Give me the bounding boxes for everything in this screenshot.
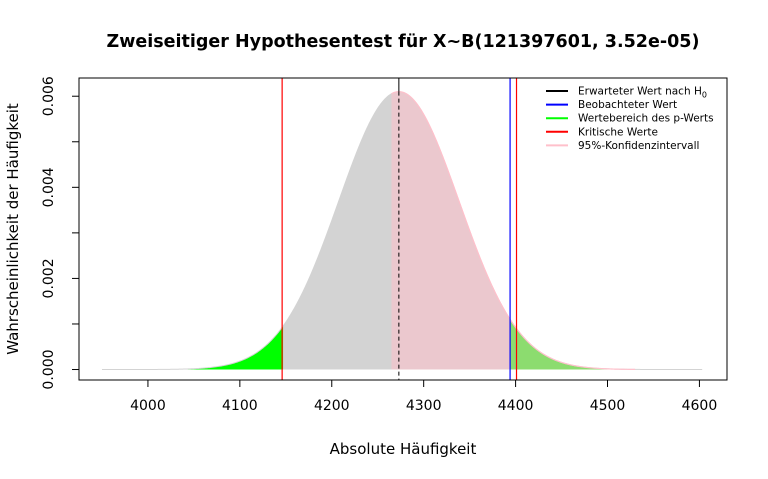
- legend-label: Wertebereich des p-Werts: [578, 113, 714, 125]
- y-tick-label: 0.006: [41, 76, 57, 116]
- y-tick-label: 0.002: [41, 258, 57, 298]
- confidence-interval-region: [391, 91, 636, 370]
- legend-label: Beobachteter Wert: [578, 99, 677, 111]
- x-axis-label: Absolute Häufigkeit: [330, 440, 477, 458]
- x-axis: 4000 4100 4200 4300 4400 4500 4600: [130, 379, 718, 414]
- y-axis-label: Wahrscheinlichkeit der Häufigkeit: [4, 103, 22, 355]
- legend-label: 95%-Konfidenzintervall: [578, 140, 699, 152]
- x-tick-label: 4300: [406, 398, 442, 414]
- y-tick-label: 0.000: [41, 349, 57, 389]
- x-tick-label: 4400: [498, 398, 534, 414]
- confidence-interval-outline: [391, 91, 636, 370]
- x-tick-label: 4200: [314, 398, 350, 414]
- chart-title: Zweiseitiger Hypothesentest für X~B(1213…: [107, 32, 700, 52]
- legend-label: Erwarteter Wert nach H0: [578, 86, 707, 100]
- x-tick-label: 4100: [222, 398, 258, 414]
- x-tick-label: 4500: [590, 398, 626, 414]
- y-axis: 0.000 0.002 0.004 0.006: [41, 76, 80, 390]
- plot-area: [101, 78, 703, 380]
- legend-label: Kritische Werte: [578, 126, 658, 138]
- p-value-region-lower: [101, 326, 284, 370]
- y-tick-label: 0.004: [41, 167, 57, 207]
- x-tick-label: 4000: [130, 398, 166, 414]
- x-tick-label: 4600: [682, 398, 718, 414]
